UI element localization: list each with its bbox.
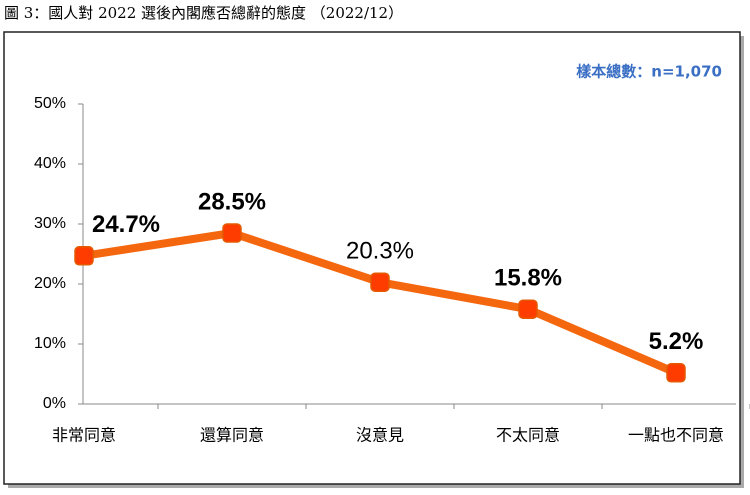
- y-tick-label: 0%: [43, 395, 66, 412]
- x-tick-label: 還算同意: [200, 426, 264, 445]
- value-label: 28.5%: [198, 188, 266, 215]
- marker: [74, 246, 94, 266]
- y-tick-label: 40%: [34, 155, 66, 172]
- y-tick-label: 10%: [34, 335, 66, 352]
- y-tick-label: 30%: [34, 215, 66, 232]
- sample-note: 樣本總數：n=1,070: [576, 63, 722, 81]
- x-tick-label: 沒意見: [356, 426, 404, 445]
- x-tick-label: 不太同意: [496, 426, 560, 445]
- value-label: 5.2%: [649, 328, 704, 355]
- x-tick-label: 非常同意: [52, 426, 116, 445]
- x-tick-label: 一點也不同意: [628, 426, 724, 445]
- value-label: 20.3%: [346, 238, 414, 265]
- marker: [222, 223, 242, 243]
- marker: [666, 363, 686, 383]
- marker: [518, 299, 538, 319]
- y-tick-label: 50%: [34, 95, 66, 112]
- frame: [3, 31, 741, 485]
- y-tick-label: 20%: [34, 275, 66, 292]
- value-label: 15.8%: [494, 265, 562, 292]
- value-label: 24.7%: [92, 211, 160, 238]
- marker: [370, 272, 390, 292]
- chart-title: 圖 3：國人對 2022 選後內閣應否總辭的態度 （2022/12）: [4, 4, 403, 22]
